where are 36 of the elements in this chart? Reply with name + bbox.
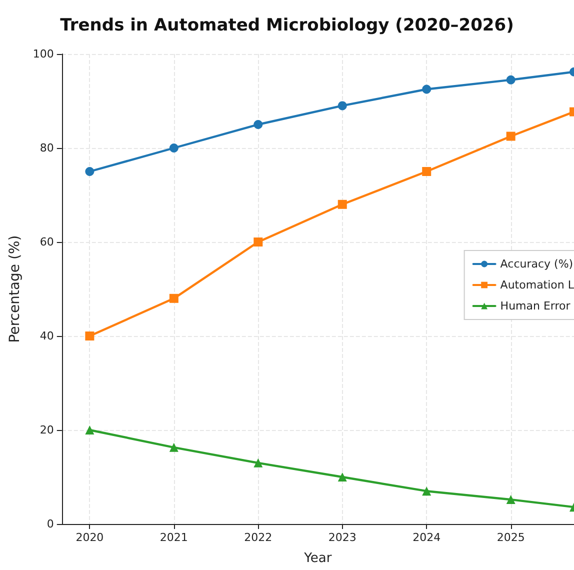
y-tick-label: 60 [40, 236, 54, 248]
point [506, 75, 516, 84]
point [254, 458, 263, 468]
point [254, 120, 263, 129]
legend-label: Human Error [500, 300, 571, 312]
y-tick-label: 100 [32, 48, 54, 60]
x-tick-label: 2020 [76, 531, 104, 544]
point [338, 101, 347, 110]
point [169, 294, 178, 303]
point [506, 132, 516, 141]
point [169, 144, 178, 152]
x-tick-label: 2025 [496, 531, 525, 544]
y-axis-title: Percentage (%) [7, 235, 23, 343]
point [169, 442, 178, 452]
y-tick-label: 20 [40, 424, 54, 436]
x-tick-label: 2024 [412, 531, 441, 544]
point [506, 495, 516, 504]
point [422, 167, 432, 176]
point [85, 167, 94, 176]
chart-title: Trends in Automated Microbiology (2020–2026) [60, 16, 514, 36]
point [338, 200, 347, 209]
legend-label: Automation L [500, 278, 574, 292]
y-tick-label: 40 [40, 330, 54, 342]
point [422, 84, 432, 94]
point [422, 486, 432, 496]
point [85, 426, 94, 434]
x-tick-label: 2021 [160, 531, 188, 544]
x-tick-label: 2022 [244, 531, 272, 544]
point [338, 472, 347, 482]
point [85, 332, 94, 340]
y-tick-label: 0 [46, 518, 54, 530]
x-tick-label: 2023 [328, 531, 356, 544]
legend-label: Accuracy (%) [500, 258, 574, 270]
point [254, 238, 263, 246]
x-axis-title: Year [303, 551, 332, 566]
y-tick-label: 80 [40, 142, 54, 154]
